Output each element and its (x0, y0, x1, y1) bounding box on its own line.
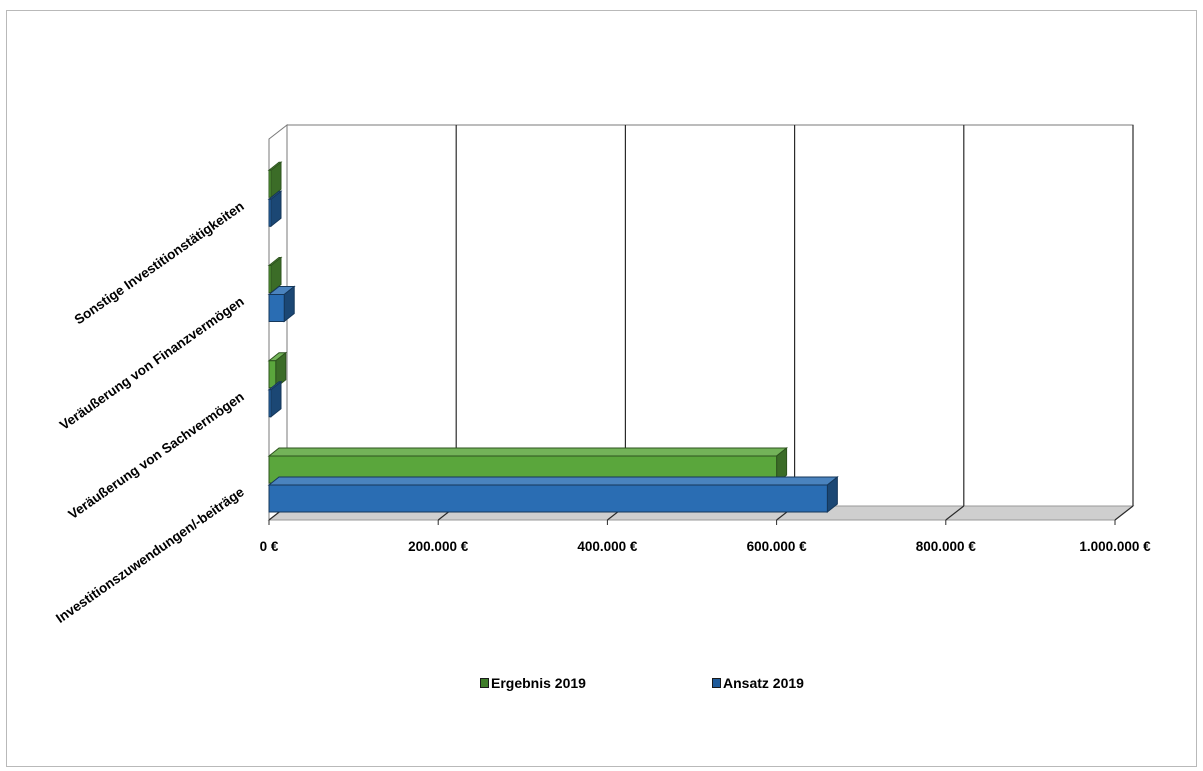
legend-swatch-ergebnis (480, 678, 489, 688)
x-tick-label: 0 € (260, 539, 279, 554)
x-tick-label: 200.000 € (408, 539, 469, 554)
chart-bars (267, 161, 839, 514)
legend-item-ergebnis: Ergebnis 2019 (480, 675, 586, 691)
bar-ansatz-2019 (268, 294, 285, 322)
legend-swatch-ansatz (712, 678, 721, 688)
legend-label-ansatz: Ansatz 2019 (723, 675, 804, 691)
chart-gridlines (268, 125, 1134, 525)
x-tick-label: 600.000 € (747, 539, 808, 554)
bar-ergebnis-2019-top (267, 447, 789, 457)
chart-back-wall (286, 124, 1134, 507)
x-tick-label: 800.000 € (916, 539, 977, 554)
bar-ansatz-2019 (268, 484, 828, 513)
x-gridline-floor (945, 505, 965, 521)
chart-floor (267, 123, 1135, 522)
legend-item-ansatz: Ansatz 2019 (712, 675, 804, 691)
bar-ansatz-2019 (268, 389, 272, 418)
x-axis-tick-labels: 0 € 200.000 € 400.000 € 600.000 € 800.000 € 1… (260, 539, 1152, 554)
x-gridline-floor (1114, 505, 1134, 521)
x-tick-label: 1.000.000 € (1079, 539, 1151, 554)
bar-ansatz-2019-top (267, 476, 839, 486)
bar-ergebnis-2019 (268, 360, 277, 389)
y-axis-category-labels: Investitionszuwendungen/-beiträgeVeräuße… (53, 198, 247, 626)
x-tick-label: 400.000 € (577, 539, 638, 554)
legend-label-ergebnis: Ergebnis 2019 (491, 675, 586, 691)
chart-legend: Ergebnis 2019 Ansatz 2019 (480, 675, 840, 697)
bar-ergebnis-2019 (268, 265, 272, 293)
bar-ansatz-2019 (268, 198, 272, 227)
bar-ergebnis-2019 (268, 169, 272, 198)
